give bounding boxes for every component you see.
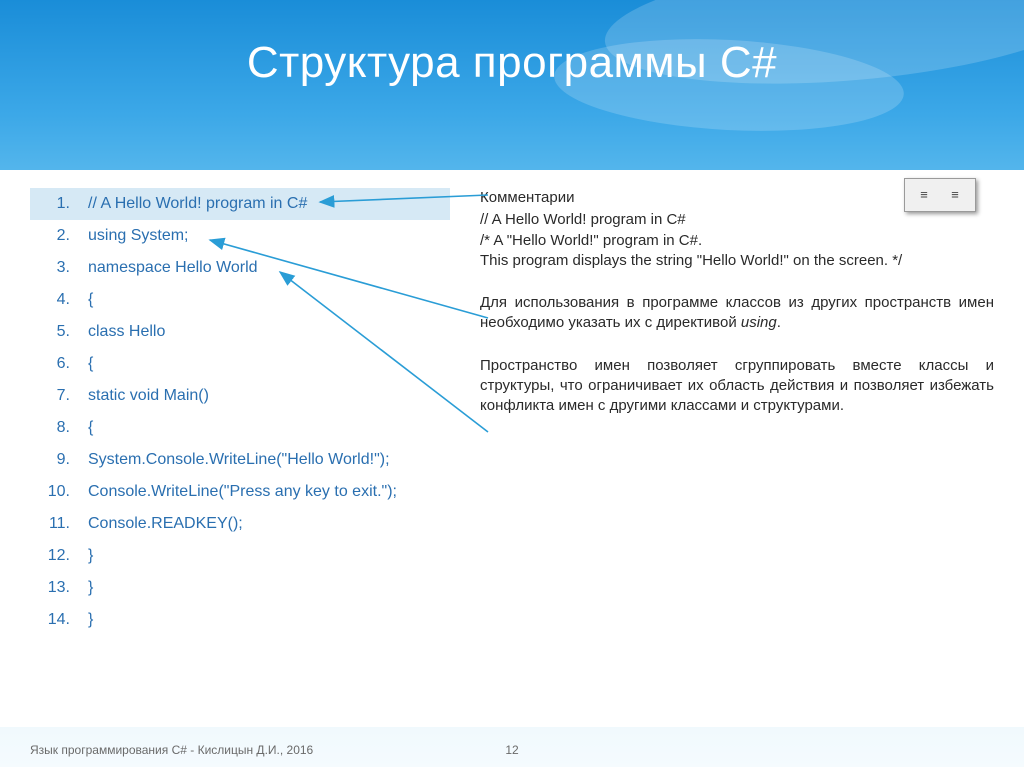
content-panel: // A Hello World! program in C#using Sys…: [0, 170, 1024, 727]
code-line: }: [30, 540, 450, 572]
code-line: class Hello: [30, 316, 450, 348]
code-line: using System;: [30, 220, 450, 252]
code-list: // A Hello World! program in C#using Sys…: [30, 188, 450, 636]
code-line: {: [30, 348, 450, 380]
code-line: {: [30, 412, 450, 444]
namespace-block: Пространство имен позволяет сгруппироват…: [480, 356, 994, 417]
code-line: }: [30, 572, 450, 604]
comments-line2: /* A "Hello World!" program in C#.: [480, 231, 994, 251]
code-line: static void Main(): [30, 380, 450, 412]
slide-title: Структура программы C#: [0, 0, 1024, 98]
code-line: }: [30, 604, 450, 636]
footer-author: Язык программирования C# - Кислицын Д.И.…: [30, 743, 313, 757]
footer-page-number: 12: [505, 743, 518, 757]
using-block: Для использования в программе классов из…: [480, 293, 994, 334]
using-text-1: Для использования в программе классов из…: [480, 294, 994, 331]
using-text-italic: using: [741, 314, 777, 331]
alignment-toolbar-graphic: ≡ ≡: [904, 178, 976, 212]
annotations-column: Комментарии // A Hello World! program in…: [480, 188, 994, 636]
code-line: {: [30, 284, 450, 316]
comments-line1: // A Hello World! program in C#: [480, 210, 994, 230]
code-line: System.Console.WriteLine("Hello World!")…: [30, 444, 450, 476]
align-justify-icon: ≡: [945, 189, 967, 202]
code-line: // A Hello World! program in C#: [30, 188, 450, 220]
using-text-2: .: [777, 314, 781, 331]
footer: Язык программирования C# - Кислицын Д.И.…: [30, 743, 994, 757]
code-line: Console.READKEY();: [30, 508, 450, 540]
align-left-icon: ≡: [914, 189, 936, 202]
code-column: // A Hello World! program in C#using Sys…: [30, 188, 450, 636]
code-line: namespace Hello World: [30, 252, 450, 284]
code-line: Console.WriteLine("Press any key to exit…: [30, 476, 450, 508]
comments-line3: This program displays the string "Hello …: [480, 251, 994, 271]
